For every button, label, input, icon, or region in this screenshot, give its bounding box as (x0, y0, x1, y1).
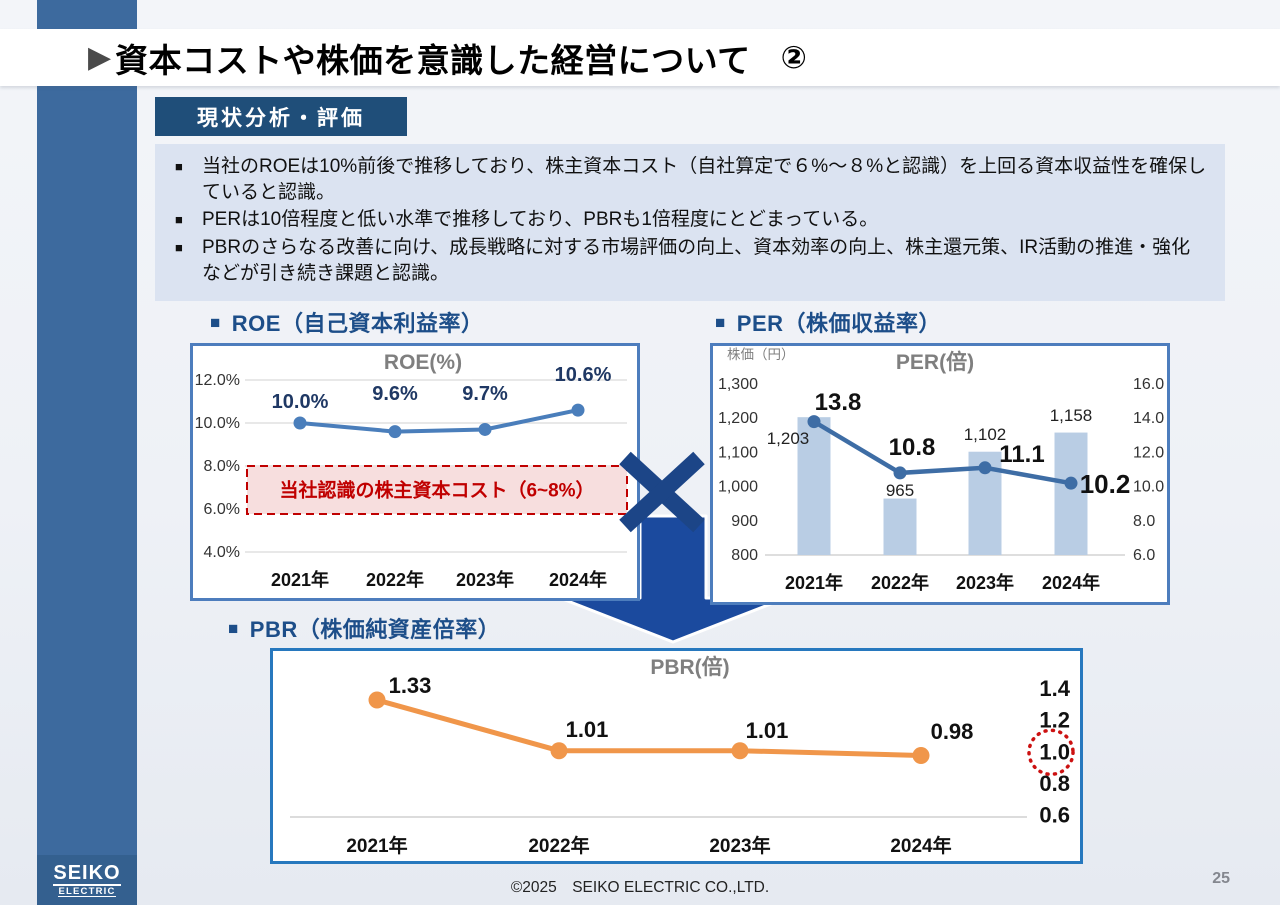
page-number: 25 (1212, 870, 1230, 887)
svg-text:14.0: 14.0 (1133, 410, 1164, 427)
left-accent-bar (37, 0, 137, 905)
svg-text:9.7%: 9.7% (462, 383, 508, 405)
logo-text-seiko: SEIKO (53, 861, 121, 886)
pbr-section-heading: ■ PBR（株価純資産倍率） (228, 612, 500, 644)
analysis-bullet-text: PERは10倍程度と低い水準で推移しており、PBRも1倍程度にとどまっている。 (202, 209, 879, 231)
analysis-bullet: ■ PERは10倍程度と低い水準で推移しており、PBRも1倍程度にとどまっている… (175, 207, 1209, 233)
seiko-electric-logo: SEIKO ELECTRIC (37, 855, 137, 905)
svg-text:1.0: 1.0 (1039, 739, 1070, 764)
svg-text:1.01: 1.01 (746, 718, 789, 743)
svg-text:0.6: 0.6 (1039, 803, 1070, 828)
pbr-heading-text: PBR（株価純資産倍率） (249, 617, 501, 642)
svg-text:2021年: 2021年 (271, 569, 329, 590)
svg-text:10.0%: 10.0% (272, 391, 329, 413)
roe-heading-text: ROE（自己資本利益率） (231, 311, 484, 336)
svg-text:8.0%: 8.0% (204, 458, 240, 475)
svg-text:2022年: 2022年 (871, 572, 929, 593)
analysis-bullet-text: PBRのさらなる改善に向け、成長戦略に対する市場評価の向上、資本効率の向上、株主… (202, 236, 1191, 284)
svg-text:当社認識の株主資本コスト（6~8%）: 当社認識の株主資本コスト（6~8%） (279, 479, 594, 502)
page-title-number: ② (780, 39, 807, 75)
svg-text:12.0: 12.0 (1133, 444, 1164, 461)
svg-text:2024年: 2024年 (549, 569, 607, 590)
svg-text:8.0: 8.0 (1133, 513, 1155, 530)
roe-chart: ROE(%) 12.0% 10.0% 8.0% 6.0% 4.0% 当社認識の株主資本コスト… (190, 343, 640, 601)
svg-text:1.01: 1.01 (566, 717, 609, 742)
svg-text:10.6%: 10.6% (555, 364, 612, 386)
roe-section-heading: ■ ROE（自己資本利益率） (210, 306, 483, 338)
square-bullet-icon: ■ (175, 212, 183, 228)
svg-text:PBR(倍): PBR(倍) (650, 655, 729, 679)
per-chart: 株価（円） PER(倍) 1,300 1,200 1,100 1,000 900 800 16.… (710, 343, 1170, 605)
square-bullet-icon: ■ (175, 159, 183, 174)
svg-text:13.8: 13.8 (815, 389, 862, 416)
svg-text:1.2: 1.2 (1039, 708, 1070, 733)
title-band: ▶ 資本コストや株価を意識した経営について ② (0, 29, 1280, 86)
svg-text:2022年: 2022年 (366, 569, 424, 590)
svg-text:16.0: 16.0 (1133, 376, 1164, 393)
analysis-bullet: ■ 当社のROEは10%前後で推移しており、株主資本コスト（自社算定で６%～８%… (175, 154, 1209, 205)
square-bullet-icon: ■ (210, 312, 221, 332)
svg-text:10.0: 10.0 (1133, 479, 1164, 496)
svg-text:PER(倍): PER(倍) (896, 350, 974, 374)
svg-text:2024年: 2024年 (890, 834, 951, 857)
pbr-chart: PBR(倍) 1.4 1.2 1.0 0.8 0.6 1.33 1.01 1.01 0.98 202… (270, 648, 1083, 864)
section-badge: 現状分析・評価 (155, 97, 407, 136)
square-bullet-icon: ■ (228, 618, 239, 638)
per-heading-text: PER（株価収益率） (736, 311, 942, 336)
svg-text:1,200: 1,200 (718, 410, 758, 427)
copyright: ©2025 SEIKO ELECTRIC CO.,LTD. (510, 879, 770, 896)
svg-text:965: 965 (886, 481, 914, 500)
svg-text:10.8: 10.8 (889, 434, 936, 461)
analysis-bullet-text: 当社のROEは10%前後で推移しており、株主資本コスト（自社算定で６%～８%と認… (202, 156, 1207, 203)
pbr-chart-canvas: PBR(倍) 1.4 1.2 1.0 0.8 0.6 1.33 1.01 1.01 0.98 202… (290, 655, 1075, 857)
svg-text:1,203: 1,203 (767, 429, 810, 448)
svg-text:1,102: 1,102 (964, 425, 1007, 444)
page-title: 資本コストや株価を意識した経営について (115, 41, 751, 79)
svg-text:10.2: 10.2 (1080, 469, 1131, 499)
svg-text:9.6%: 9.6% (372, 383, 418, 405)
svg-text:1,158: 1,158 (1050, 406, 1093, 425)
multiply-icon (619, 451, 705, 533)
svg-text:0.98: 0.98 (931, 719, 974, 744)
title-arrow-icon: ▶ (88, 40, 112, 74)
svg-text:1.33: 1.33 (389, 673, 432, 698)
svg-text:1,100: 1,100 (718, 444, 758, 461)
svg-text:1,000: 1,000 (718, 479, 758, 496)
svg-text:10.0%: 10.0% (195, 415, 240, 432)
svg-text:12.0%: 12.0% (195, 372, 240, 389)
svg-text:ROE(%): ROE(%) (384, 351, 462, 374)
svg-text:6.0: 6.0 (1133, 547, 1155, 564)
svg-text:2023年: 2023年 (956, 572, 1014, 593)
square-bullet-icon: ■ (715, 312, 726, 332)
svg-text:2021年: 2021年 (785, 572, 843, 593)
svg-text:2022年: 2022年 (528, 834, 589, 857)
svg-text:900: 900 (731, 513, 758, 530)
svg-text:2021年: 2021年 (346, 834, 407, 857)
svg-text:2023年: 2023年 (456, 569, 514, 590)
per-chart-canvas: 株価（円） PER(倍) 1,300 1,200 1,100 1,000 900 800 16.… (718, 347, 1164, 593)
svg-text:4.0%: 4.0% (204, 544, 240, 561)
svg-text:株価（円）: 株価（円） (727, 347, 795, 362)
svg-text:2023年: 2023年 (709, 834, 770, 857)
roe-chart-canvas: ROE(%) 12.0% 10.0% 8.0% 6.0% 4.0% 当社認識の株主資本コスト… (195, 351, 628, 590)
svg-text:1.4: 1.4 (1039, 676, 1070, 701)
svg-text:800: 800 (731, 547, 758, 564)
analysis-bullet: ■ PBRのさらなる改善に向け、成長戦略に対する市場評価の向上、資本効率の向上、… (175, 235, 1209, 286)
svg-text:6.0%: 6.0% (204, 501, 240, 518)
svg-text:0.8: 0.8 (1039, 771, 1070, 796)
svg-text:11.1: 11.1 (999, 441, 1044, 468)
analysis-panel: ■ 当社のROEは10%前後で推移しており、株主資本コスト（自社算定で６%～８%… (155, 144, 1225, 301)
logo-text-electric: ELECTRIC (58, 885, 116, 898)
svg-text:2024年: 2024年 (1042, 572, 1100, 593)
svg-text:1,300: 1,300 (718, 376, 758, 393)
square-bullet-icon: ■ (175, 239, 183, 255)
per-section-heading: ■ PER（株価収益率） (715, 306, 941, 338)
